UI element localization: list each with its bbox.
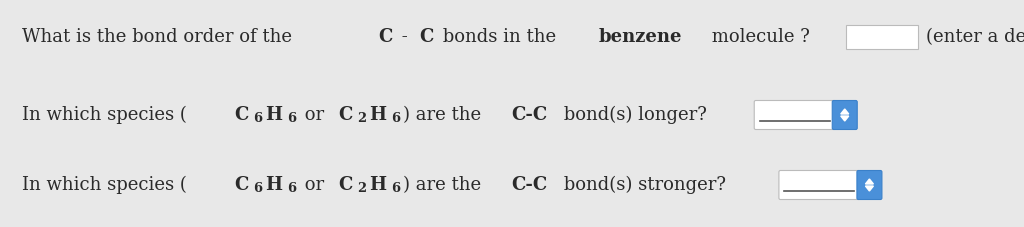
Text: molecule ?: molecule ?	[707, 28, 810, 46]
Text: H: H	[265, 176, 282, 194]
Text: 6: 6	[391, 112, 400, 125]
Text: In which species (: In which species (	[22, 176, 186, 194]
Polygon shape	[865, 179, 873, 184]
Text: ) are the: ) are the	[402, 176, 486, 194]
FancyBboxPatch shape	[833, 101, 857, 129]
Text: or: or	[299, 106, 330, 124]
FancyBboxPatch shape	[847, 25, 919, 49]
Text: C: C	[419, 28, 433, 46]
Text: bond(s) stronger?: bond(s) stronger?	[558, 176, 726, 194]
Text: 6: 6	[253, 112, 262, 125]
Text: benzene: benzene	[599, 28, 682, 46]
Text: What is the bond order of the: What is the bond order of the	[22, 28, 298, 46]
FancyBboxPatch shape	[779, 170, 860, 200]
Polygon shape	[841, 109, 849, 114]
Text: C: C	[339, 176, 353, 194]
FancyBboxPatch shape	[755, 101, 836, 129]
Text: C: C	[339, 106, 353, 124]
Text: C: C	[378, 28, 392, 46]
Text: 6: 6	[253, 183, 262, 195]
FancyBboxPatch shape	[857, 170, 882, 200]
Text: In which species (: In which species (	[22, 106, 186, 124]
Text: or: or	[299, 176, 330, 194]
Polygon shape	[865, 186, 873, 191]
Polygon shape	[841, 116, 849, 121]
Text: C: C	[234, 106, 249, 124]
Text: 6: 6	[391, 183, 400, 195]
Text: bond(s) longer?: bond(s) longer?	[558, 106, 707, 124]
Text: 6: 6	[287, 183, 296, 195]
Text: ) are the: ) are the	[402, 106, 486, 124]
Text: H: H	[265, 106, 282, 124]
Text: C-C: C-C	[511, 106, 547, 124]
Text: H: H	[369, 106, 386, 124]
Text: (enter a decimal number): (enter a decimal number)	[927, 28, 1024, 46]
Text: -: -	[396, 28, 414, 46]
Text: 2: 2	[357, 183, 367, 195]
Text: bonds in the: bonds in the	[437, 28, 562, 46]
Text: H: H	[369, 176, 386, 194]
Text: 6: 6	[287, 112, 296, 125]
Text: C-C: C-C	[511, 176, 547, 194]
Text: 2: 2	[357, 112, 367, 125]
Text: C: C	[234, 176, 249, 194]
